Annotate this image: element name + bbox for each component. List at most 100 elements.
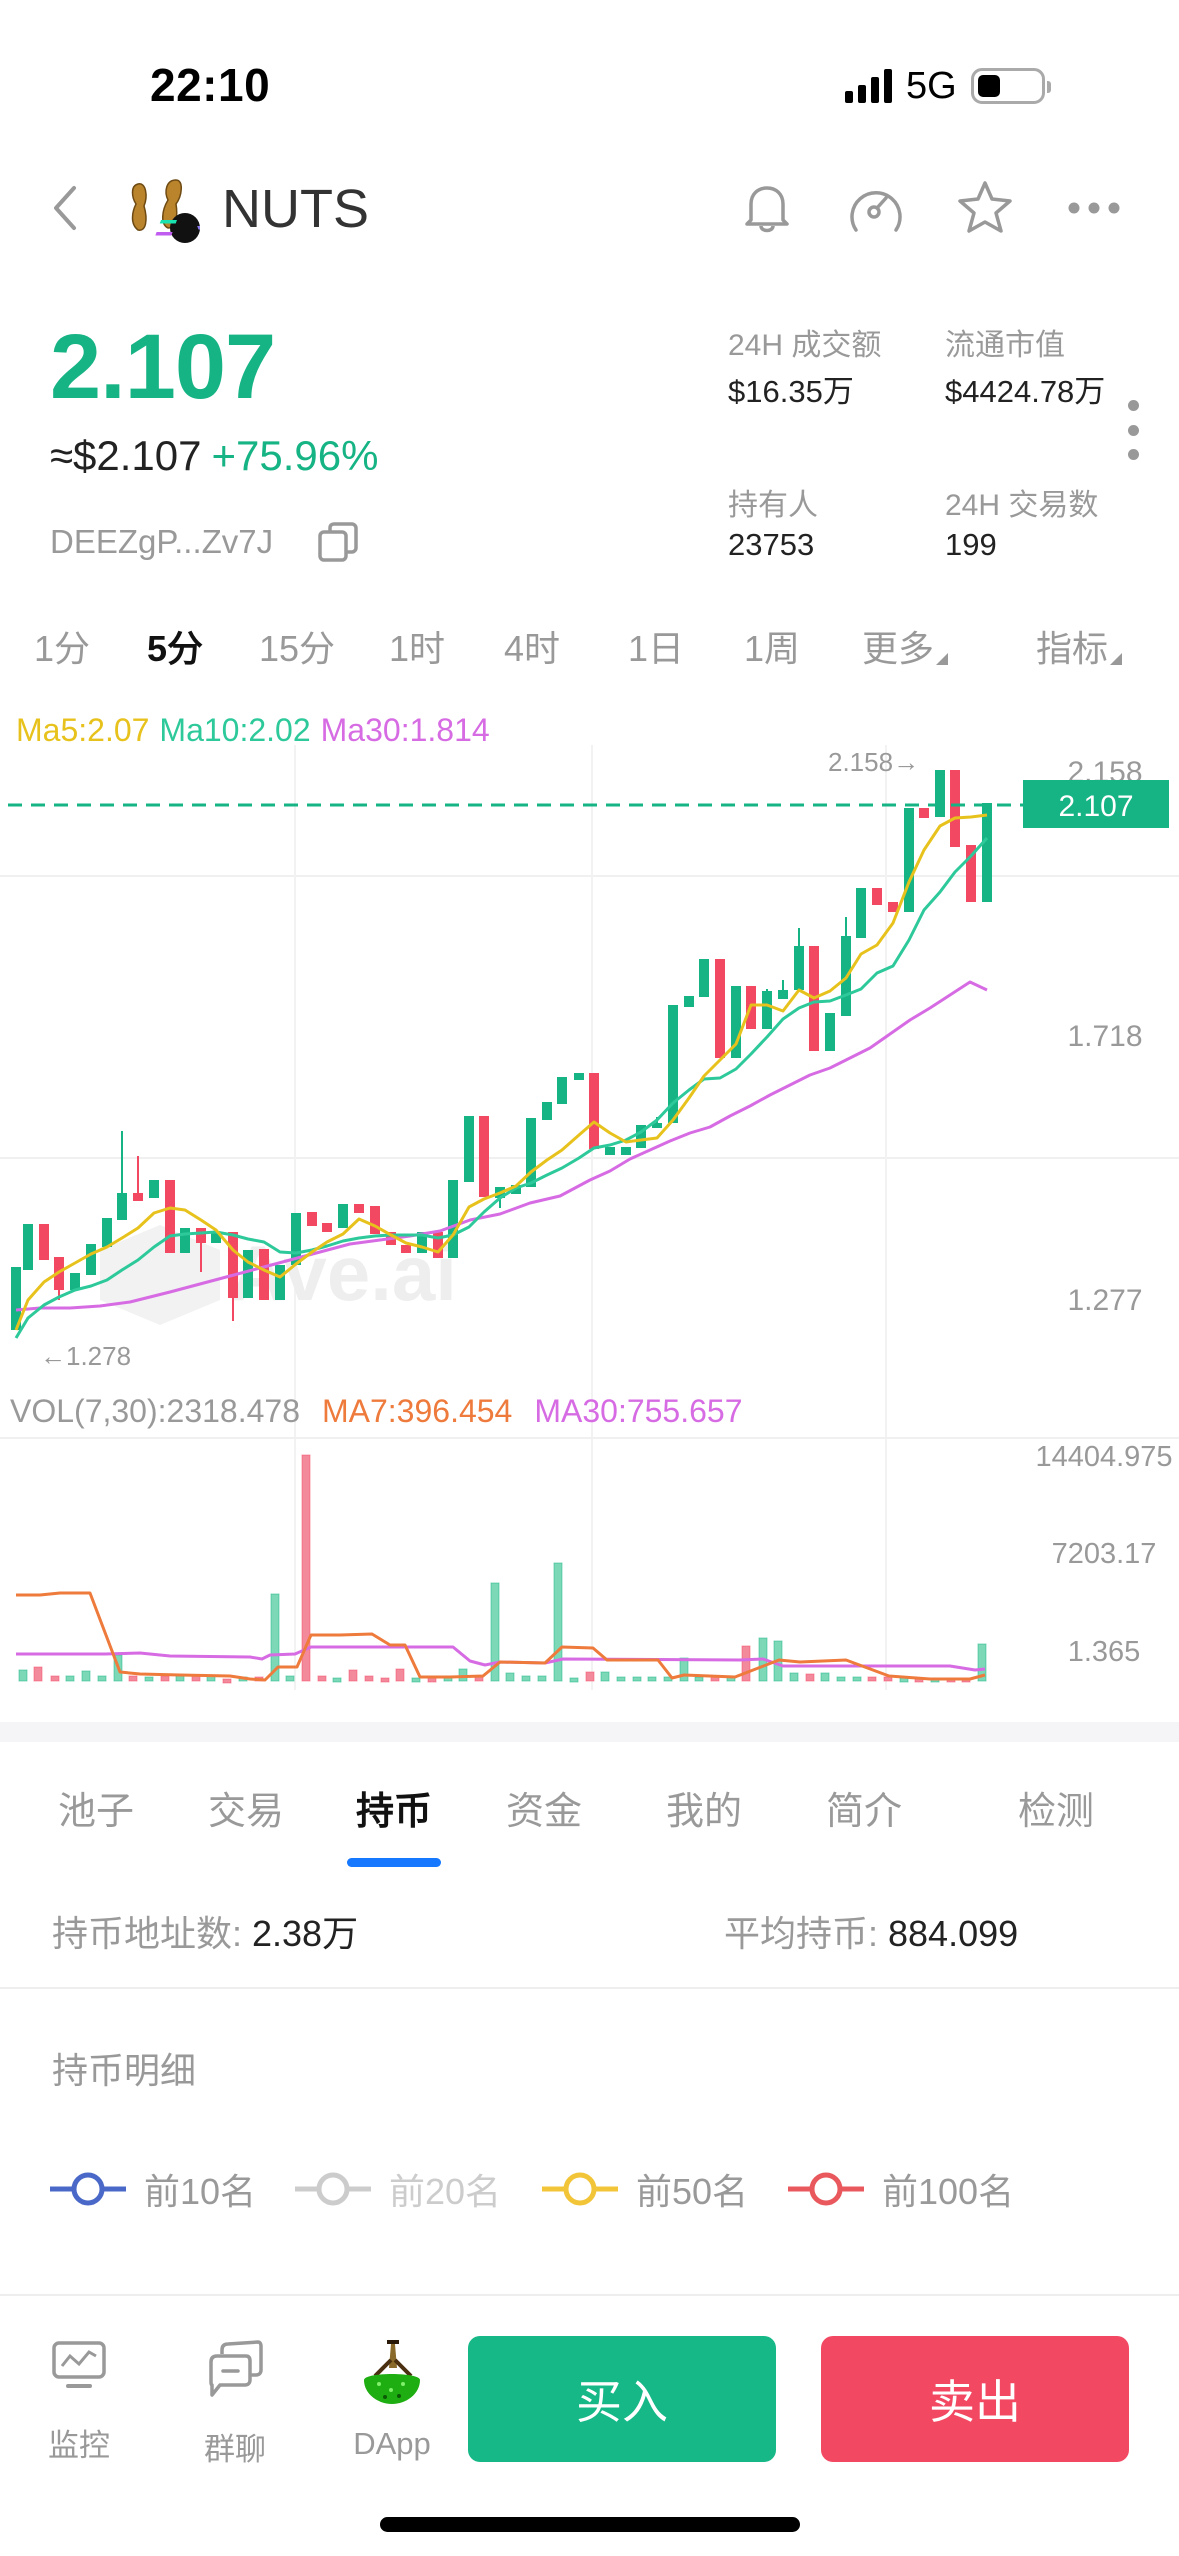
timeframe-more-dropdown[interactable]: 更多 — [862, 620, 949, 672]
candle-up — [636, 1125, 646, 1148]
candle-up — [904, 808, 914, 912]
volume-bar-up — [65, 1675, 75, 1682]
favorite-button[interactable] — [955, 178, 1015, 238]
copy-address-button[interactable] — [316, 520, 360, 564]
bell-icon — [745, 186, 789, 233]
timeframe-4h[interactable]: 4时 — [504, 628, 561, 669]
ma-legend: Ma5:2.07 Ma10:2.02 Ma30:1.814 — [16, 712, 500, 749]
vol-ma30-line — [16, 1645, 986, 1672]
volume-bar-down — [741, 1645, 751, 1682]
legend-top10[interactable]: 前10名 — [48, 2163, 256, 2215]
candle-down — [433, 1232, 443, 1258]
candle-up — [70, 1273, 80, 1290]
candle-up — [778, 990, 788, 999]
token-logo — [128, 176, 215, 244]
candle-down — [259, 1249, 269, 1300]
ma5-value: Ma5:2.07 — [16, 712, 150, 748]
monitor-button[interactable]: 监控 — [24, 2340, 134, 2465]
candle-up — [417, 1232, 427, 1253]
candle-up — [621, 1147, 631, 1155]
volume-bar-down — [364, 1675, 374, 1682]
tab-holders[interactable]: 持币 — [356, 1791, 433, 1833]
vol-axis-label: 1.365 — [1068, 1636, 1141, 1668]
candle-up — [526, 1118, 536, 1187]
active-tab-indicator — [347, 1858, 441, 1867]
tab-pool[interactable]: 池子 — [58, 1791, 135, 1833]
tab-trades[interactable]: 交易 — [208, 1791, 285, 1833]
network-type: 5G — [906, 64, 957, 107]
candle-down — [872, 888, 882, 905]
candle-up — [211, 1232, 221, 1243]
candle-up — [684, 996, 694, 1007]
alert-button[interactable] — [737, 178, 797, 238]
candle-up — [291, 1213, 301, 1265]
volume-bar-up — [632, 1676, 642, 1682]
speed-button[interactable] — [846, 178, 906, 238]
volume-bar-down — [395, 1668, 405, 1682]
dapp-button[interactable]: DApp — [337, 2340, 447, 2462]
copy-icon — [318, 522, 358, 562]
ma10-value: Ma10:2.02 — [159, 712, 311, 748]
tab-check[interactable]: 检测 — [1018, 1791, 1095, 1833]
candle-down — [228, 1232, 238, 1298]
peanut-icon — [131, 179, 182, 231]
candle-up — [338, 1204, 348, 1228]
timeframe-1w[interactable]: 1周 — [744, 628, 801, 669]
legend-marker-icon — [542, 2172, 618, 2206]
home-indicator[interactable] — [380, 2517, 800, 2532]
volume-bar-up — [553, 1562, 563, 1682]
holding-detail-title: 持币明细 — [52, 2050, 197, 2091]
current-price: 2.107 — [50, 316, 276, 418]
tab-mine[interactable]: 我的 — [666, 1791, 743, 1833]
volume-bar-up — [175, 1675, 185, 1682]
dot — [1127, 449, 1139, 460]
volume-bar-up — [647, 1676, 657, 1682]
stats-more-button[interactable] — [1122, 400, 1144, 460]
legend-top50[interactable]: 前50名 — [540, 2163, 748, 2215]
candle-up — [652, 1123, 662, 1128]
token-name: NUTS — [222, 179, 369, 239]
sell-button[interactable]: 卖出 — [821, 2336, 1129, 2462]
legend-top100[interactable]: 前100名 — [786, 2163, 1014, 2215]
candle-down — [322, 1223, 332, 1232]
tab-intro[interactable]: 简介 — [826, 1791, 903, 1833]
price-usd-row: ≈$2.107 +75.96% — [50, 432, 379, 480]
more-button[interactable] — [1064, 178, 1124, 238]
candle-down — [165, 1180, 175, 1253]
stat-mcap-value: $4424.78万 — [945, 374, 1106, 409]
candle-up — [464, 1116, 474, 1182]
buy-button[interactable]: 买入 — [468, 2336, 776, 2462]
stat-txns-value: 199 — [945, 527, 997, 562]
dropdown-triangle-icon — [1110, 653, 1123, 665]
candle-up — [825, 1013, 835, 1051]
timeframe-1d[interactable]: 1日 — [628, 628, 685, 669]
status-indicators: 5G — [845, 64, 1051, 108]
candle-up — [275, 1265, 285, 1300]
price-change: +75.96% — [211, 432, 379, 479]
group-chat-button[interactable]: 群聊 — [180, 2340, 290, 2469]
vol-value: VOL(7,30):2318.478 — [10, 1393, 300, 1429]
timeframe-1h[interactable]: 1时 — [389, 628, 446, 669]
volume-bar-up — [285, 1675, 295, 1682]
timeframe-1m[interactable]: 1分 — [34, 628, 91, 669]
timeframe-15m[interactable]: 15分 — [259, 628, 336, 669]
candle-down — [354, 1204, 364, 1213]
tab-funds[interactable]: 资金 — [506, 1791, 583, 1833]
volume-legend: VOL(7,30):2318.478 MA7:396.454 MA30:755.65… — [10, 1393, 765, 1430]
vol-ma30-value: MA30:755.657 — [534, 1393, 743, 1429]
back-button[interactable] — [44, 178, 84, 238]
legend-marker-icon — [295, 2172, 371, 2206]
ma30-value: Ma30:1.814 — [320, 712, 490, 748]
dapp-tree-icon — [364, 2340, 420, 2404]
legend-top20[interactable]: 前20名 — [293, 2163, 501, 2215]
candle-up — [731, 986, 741, 1058]
indicators-dropdown[interactable]: 指标 — [1036, 620, 1123, 672]
more-icon — [1068, 202, 1120, 214]
timeframe-5m[interactable]: 5分 — [147, 628, 204, 669]
legend-marker-icon — [788, 2172, 864, 2206]
candlestick-chart[interactable]: Ave.ai2.1581.7181.2772.158→←1.2782.10714… — [0, 740, 1179, 1700]
volume-bar-up — [616, 1676, 626, 1682]
dot — [1127, 400, 1139, 411]
divider — [0, 2294, 1179, 2296]
candle-down — [715, 959, 725, 1058]
